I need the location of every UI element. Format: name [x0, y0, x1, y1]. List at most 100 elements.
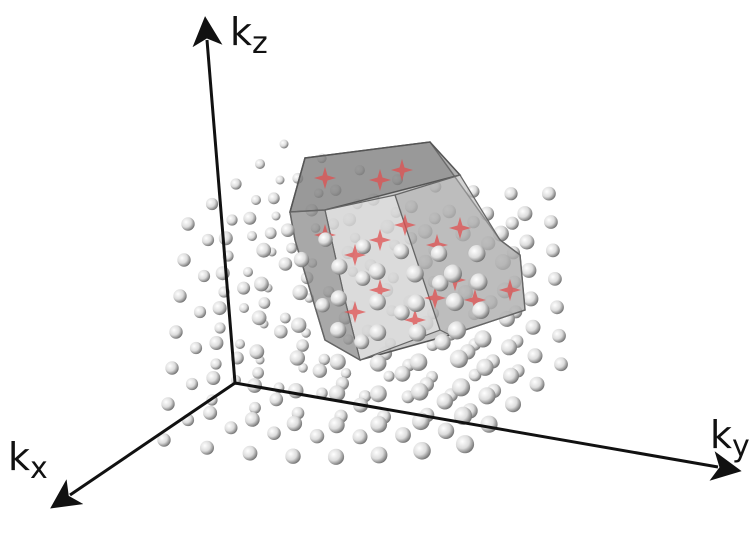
lattice-sphere [328, 449, 344, 465]
lattice-sphere [370, 385, 387, 402]
lattice-sphere [356, 239, 371, 254]
lattice-sphere [409, 324, 427, 342]
kz-label: kz [230, 10, 268, 61]
label-sub: x [30, 451, 48, 486]
lattice-sphere [294, 252, 309, 267]
lattice-sphere [281, 223, 295, 237]
label-base: k [230, 10, 252, 54]
lattice-sphere [274, 325, 288, 339]
lattice-sphere [252, 310, 267, 325]
lattice-sphere [437, 393, 453, 409]
lattice-sphere [526, 320, 541, 335]
lattice-sphere [354, 334, 369, 349]
label-base: k [8, 435, 30, 479]
lattice-sphere [434, 334, 450, 350]
lattice-sphere [330, 354, 346, 370]
lattice-sphere [254, 277, 269, 292]
lattice-sphere [530, 377, 545, 392]
diagram: kz ky kx [0, 0, 751, 543]
lattice-sphere [287, 416, 302, 431]
lattice-sphere [310, 429, 324, 443]
lattice-sphere [550, 300, 564, 314]
lattice-sphere [468, 245, 485, 262]
lattice-sphere [265, 227, 277, 239]
lattice-sphere [371, 447, 388, 464]
lattice-sphere [450, 350, 468, 368]
label-sub: y [732, 429, 750, 464]
lattice-sphere [476, 359, 493, 376]
lattice-sphere [286, 243, 297, 254]
lattice-sphere [407, 294, 425, 312]
lattice-sphere [251, 195, 261, 205]
lattice-sphere [209, 336, 223, 350]
lattice-sphere [239, 303, 249, 313]
lattice-sphere [395, 366, 411, 382]
lattice-sphere [255, 159, 265, 169]
lattice-sphere [384, 371, 395, 382]
lattice-sphere [206, 198, 218, 210]
lattice-sphere [438, 423, 454, 439]
lattice-sphere [542, 187, 556, 201]
lattice-sphere [546, 244, 560, 258]
lattice-sphere [200, 441, 214, 455]
lattice-sphere [210, 358, 221, 369]
lattice-sphere [186, 378, 198, 390]
lattice-sphere [214, 322, 225, 333]
lattice-sphere [505, 396, 521, 412]
lattice-sphere [448, 321, 466, 339]
lattice-sphere [329, 417, 345, 433]
lattice-sphere [165, 361, 178, 374]
lattice-sphere [548, 272, 562, 286]
lattice-sphere [313, 364, 327, 378]
lattice-sphere [288, 383, 303, 398]
lattice-sphere [452, 378, 470, 396]
lattice-sphere [331, 290, 347, 306]
lattice-sphere [279, 257, 293, 271]
lattice-sphere [369, 294, 386, 311]
lattice-sphere [523, 291, 538, 306]
lattice-sphere [194, 306, 206, 318]
lattice-sphere [393, 244, 409, 260]
lattice-sphere [517, 206, 532, 221]
lattice-sphere [480, 416, 497, 433]
lattice-sphere [395, 427, 411, 443]
kx-axis [70, 383, 235, 495]
lattice-sphere [503, 368, 519, 384]
lattice-sphere [370, 355, 387, 372]
ky-label: ky [710, 413, 750, 464]
ky-axis [235, 383, 718, 467]
lattice-sphere [411, 383, 429, 401]
lattice-sphere [206, 371, 220, 385]
lattice-sphere [431, 246, 447, 262]
lattice-sphere [370, 416, 387, 433]
lattice-sphere [319, 354, 330, 365]
lattice-sphere [259, 297, 271, 309]
lattice-sphere [243, 446, 258, 461]
lattice-sphere [554, 357, 568, 371]
label-sub: z [252, 26, 268, 61]
lattice-sphere [290, 350, 305, 365]
lattice-sphere [410, 353, 428, 371]
lattice-sphere [177, 253, 190, 266]
lattice-sphere [519, 235, 534, 250]
lattice-sphere [521, 263, 536, 278]
lattice-sphere [213, 301, 227, 315]
lattice-sphere [355, 271, 370, 286]
lattice-sphere [247, 231, 257, 241]
lattice-sphere [285, 449, 300, 464]
lattice-sphere [272, 212, 281, 221]
lattice-sphere [296, 339, 309, 352]
lattice-sphere [291, 318, 306, 333]
lattice-sphere [181, 217, 194, 230]
lattice-sphere [292, 285, 307, 300]
lattice-sphere [243, 212, 256, 225]
lattice-sphere [256, 243, 271, 258]
lattice-sphere [219, 231, 233, 245]
lattice-sphere [330, 322, 346, 338]
lattice-sphere [369, 263, 386, 280]
kx-label: kx [8, 435, 48, 486]
lattice-sphere [280, 313, 291, 324]
lattice-sphere [544, 215, 558, 229]
lattice-sphere [470, 273, 487, 290]
label-base: k [710, 413, 732, 457]
